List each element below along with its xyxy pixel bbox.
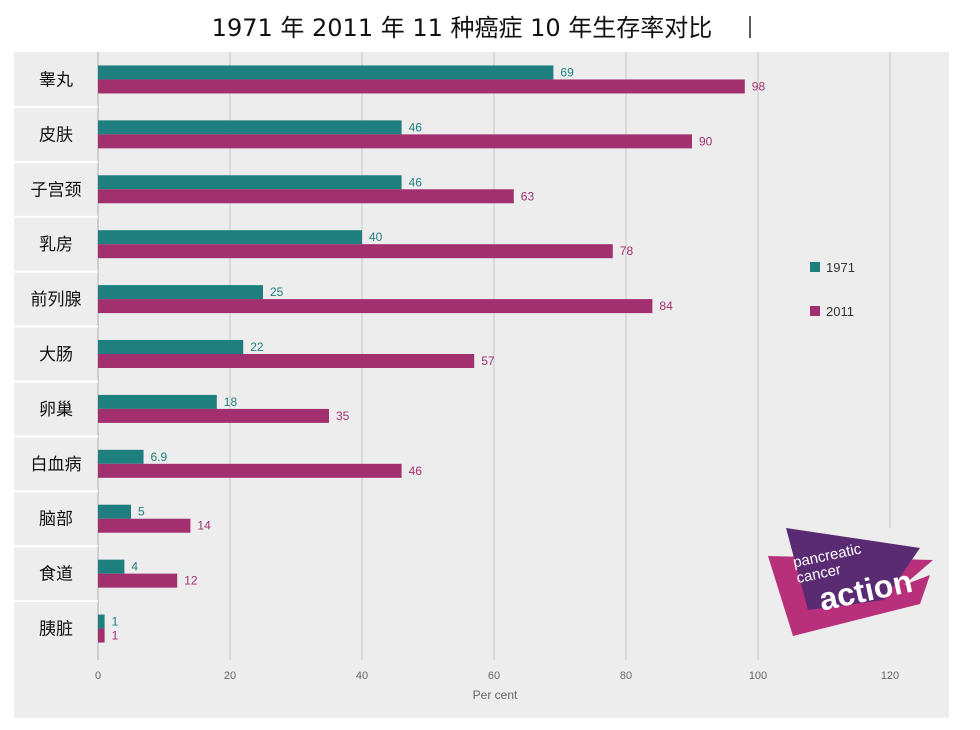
logo-inner-shape [786,528,920,610]
category-label: 子宫颈 [31,180,82,200]
data-label-1971: 18 [224,395,238,409]
data-label-2011: 14 [197,519,211,533]
legend-label-2011: 2011 [826,304,854,319]
chart-title: 1971 年 2011 年 11 种癌症 10 年生存率对比 [212,14,713,42]
data-label-2011: 98 [752,79,766,93]
bar-2011 [98,244,613,259]
data-label-2011: 12 [184,574,198,588]
bar-1971 [98,340,244,354]
category-label: 胰脏 [39,620,73,640]
bar-2011 [98,189,514,204]
bar-1971 [98,175,402,190]
data-label-2011: 84 [659,299,673,313]
x-tick-label: 80 [620,670,632,682]
data-label-1971: 25 [270,285,284,299]
bar-1971 [98,285,263,300]
bar-2011 [98,299,653,314]
pancreatic-cancer-action-logo: pancreatic cancer action [768,528,933,636]
data-label-2011: 63 [521,189,535,203]
x-tick-label: 0 [95,670,101,682]
bar-2011 [98,134,692,149]
data-label-1971: 4 [131,560,138,574]
bar-1971 [98,559,125,574]
bar-1971 [98,120,402,135]
bar-2011 [98,79,745,94]
bar-1971 [98,504,131,519]
data-label-1971: 69 [560,65,574,79]
legend: 1971 2011 [810,260,855,319]
x-tick-label: 100 [749,670,767,682]
legend-swatch-1971 [810,262,820,272]
category-label: 食道 [39,565,73,585]
category-separators [14,105,98,603]
bar-2011 [98,463,402,478]
category-label: 前列腺 [31,290,82,310]
category-label: 白血病 [31,455,82,475]
x-tick-label: 40 [356,670,368,682]
data-label-2011: 46 [409,464,423,478]
category-label: 乳房 [39,235,73,255]
bar-1971 [98,65,554,80]
data-label-2011: 90 [699,134,713,148]
bar-2011 [98,573,178,588]
bar-1971 [98,614,105,629]
category-label: 大肠 [39,345,73,365]
data-label-2011: 57 [481,354,495,368]
data-label-1971: 6.9 [151,450,168,464]
x-axis-ticks: 0 20 40 60 80 100 120 [95,670,899,682]
bar-1971 [98,230,362,245]
x-tick-label: 120 [881,670,899,682]
category-label: 脑部 [39,510,73,530]
data-label-1971: 1 [112,615,119,629]
data-label-1971: 5 [138,505,145,519]
data-label-1971: 22 [250,340,264,354]
bars [98,65,745,643]
category-label: 皮肤 [39,125,73,145]
category-label: 卵巢 [39,400,73,420]
bar-2011 [98,354,475,368]
data-label-2011: 35 [336,409,350,423]
x-tick-label: 60 [488,670,500,682]
legend-label-1971: 1971 [826,260,855,275]
data-label-2011: 1 [112,629,119,643]
data-label-1971: 40 [369,230,383,244]
data-label-2011: 78 [620,244,634,258]
bar-2011 [98,628,105,643]
legend-swatch-2011 [810,306,820,316]
bar-1971 [98,394,217,409]
x-tick-label: 20 [224,670,236,682]
bar-2011 [98,408,329,423]
data-label-1971: 46 [409,175,423,189]
category-label: 睾丸 [39,70,73,90]
data-labels: 69 98 46 90 46 63 40 78 25 84 22 57 18 35 6.9 46 5 14 4 12 1… [112,65,766,642]
bar-1971 [98,449,144,464]
data-label-1971: 46 [409,120,423,134]
x-axis-label: Per cent [473,688,518,702]
bar-2011 [98,518,191,533]
